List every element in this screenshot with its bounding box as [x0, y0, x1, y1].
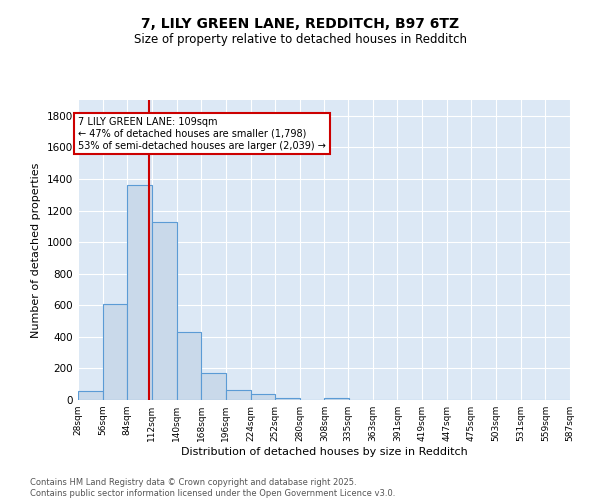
Bar	[127, 186, 152, 400]
Text: Contains HM Land Registry data © Crown copyright and database right 2025.
Contai: Contains HM Land Registry data © Crown c…	[30, 478, 395, 498]
Bar	[103, 304, 127, 400]
Text: Size of property relative to detached houses in Redditch: Size of property relative to detached ho…	[133, 32, 467, 46]
Bar	[152, 222, 176, 400]
Text: 7 LILY GREEN LANE: 109sqm
← 47% of detached houses are smaller (1,798)
53% of se: 7 LILY GREEN LANE: 109sqm ← 47% of detac…	[78, 118, 326, 150]
Y-axis label: Number of detached properties: Number of detached properties	[31, 162, 41, 338]
Bar	[325, 398, 349, 400]
Bar	[78, 392, 103, 400]
Bar	[201, 373, 226, 400]
Bar	[275, 398, 300, 400]
Bar	[226, 390, 251, 400]
X-axis label: Distribution of detached houses by size in Redditch: Distribution of detached houses by size …	[181, 447, 467, 457]
Bar	[176, 332, 201, 400]
Bar	[251, 394, 275, 400]
Text: 7, LILY GREEN LANE, REDDITCH, B97 6TZ: 7, LILY GREEN LANE, REDDITCH, B97 6TZ	[141, 18, 459, 32]
